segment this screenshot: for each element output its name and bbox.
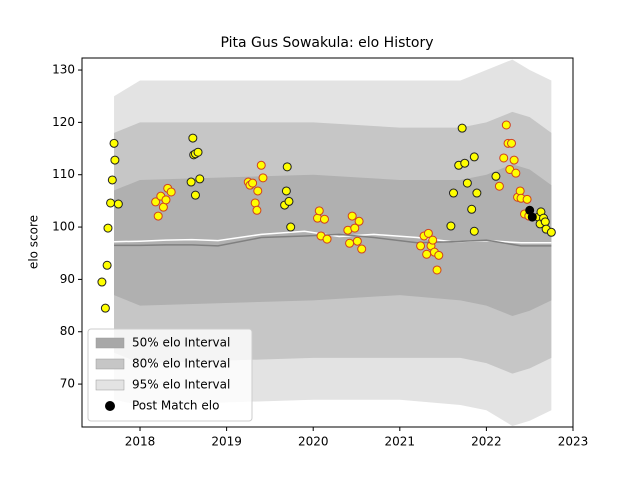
point [499, 153, 509, 163]
point [195, 174, 205, 184]
point [282, 162, 292, 172]
point [416, 241, 426, 251]
point [515, 186, 525, 196]
plot-frame [81, 57, 574, 428]
point [472, 188, 482, 198]
point [428, 235, 438, 245]
point [97, 277, 107, 287]
point [522, 194, 532, 204]
point [462, 178, 472, 188]
point [357, 244, 367, 254]
point [467, 204, 477, 214]
point [252, 205, 262, 215]
legend [87, 328, 253, 422]
point [511, 168, 521, 178]
legend-label: 50% elo Interval [132, 336, 230, 350]
point [161, 195, 171, 205]
point [422, 249, 432, 259]
point [103, 223, 113, 233]
legend-label: Post Match elo [132, 399, 219, 413]
point [322, 234, 332, 244]
point [286, 222, 296, 232]
point [250, 198, 260, 208]
point [190, 190, 200, 200]
x-tick-label: 2018 [125, 435, 156, 449]
legend-swatch [95, 358, 125, 370]
point [281, 186, 291, 196]
point [284, 196, 294, 206]
point [469, 152, 479, 162]
point [109, 138, 119, 148]
point [469, 226, 479, 236]
point [507, 138, 517, 148]
point [345, 238, 355, 248]
point [166, 187, 176, 197]
point [113, 199, 123, 209]
y-tick-label: 100 [52, 220, 75, 234]
point [102, 260, 112, 270]
point [258, 173, 268, 183]
y-axis-label: elo score [27, 215, 41, 269]
legend-label: 80% elo Interval [132, 357, 230, 371]
point [256, 160, 266, 170]
point [347, 211, 357, 221]
y-tick-label: 80 [60, 324, 75, 338]
point [448, 188, 458, 198]
y-tick-label: 120 [52, 115, 75, 129]
point [354, 216, 364, 226]
point [153, 211, 163, 221]
y-tick-label: 110 [52, 167, 75, 181]
point [110, 155, 120, 165]
point [494, 181, 504, 191]
x-tick-label: 2023 [558, 435, 589, 449]
x-tick-label: 2021 [385, 435, 416, 449]
point [107, 175, 117, 185]
point [350, 223, 360, 233]
interval-band [114, 164, 552, 317]
point [509, 155, 519, 165]
point [460, 158, 470, 168]
legend-marker [105, 401, 115, 411]
point [434, 250, 444, 260]
point [540, 217, 550, 227]
point [319, 214, 329, 224]
point [248, 178, 258, 188]
y-tick-label: 130 [52, 63, 75, 77]
point [186, 177, 196, 187]
point [527, 212, 537, 222]
point [446, 221, 456, 231]
point [314, 206, 324, 216]
legend-swatch [95, 379, 125, 391]
point [193, 147, 203, 157]
point [423, 228, 433, 238]
point [501, 120, 511, 130]
x-tick-label: 2020 [298, 435, 329, 449]
legend-swatch [95, 337, 125, 349]
point [158, 202, 168, 212]
y-tick-label: 90 [60, 272, 75, 286]
point [352, 236, 362, 246]
y-tick-label: 70 [60, 377, 75, 391]
chart-title: Pita Gus Sowakula: elo History [220, 35, 433, 51]
point [491, 171, 501, 181]
point [546, 227, 556, 237]
point [457, 123, 467, 133]
point [253, 186, 263, 196]
legend-label: 95% elo Interval [132, 378, 230, 392]
point [432, 265, 442, 275]
point [100, 303, 110, 313]
point [106, 198, 116, 208]
point [151, 197, 161, 207]
x-tick-label: 2019 [211, 435, 242, 449]
x-tick-label: 2022 [471, 435, 502, 449]
point [188, 133, 198, 143]
